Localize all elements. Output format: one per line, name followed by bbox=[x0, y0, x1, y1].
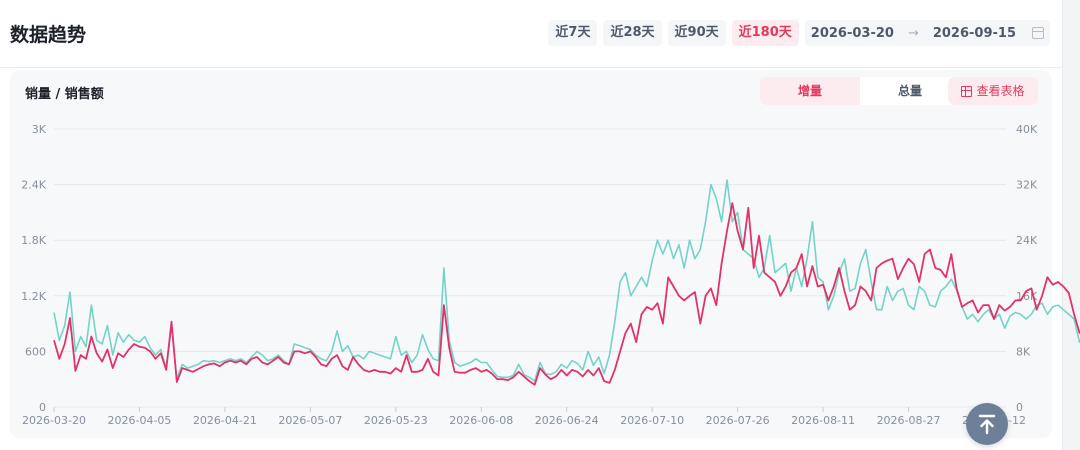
date-toolbar: 近7天 近28天 近90天 近180天 2026-03-20 → 2026-09… bbox=[548, 20, 1050, 46]
x-tick-label: 2026-08-11 bbox=[791, 414, 855, 427]
table-icon bbox=[961, 85, 973, 97]
page-header: 数据趋势 近7天 近28天 近90天 近180天 2026-03-20 → 20… bbox=[0, 0, 1062, 68]
x-tick-label: 2026-04-05 bbox=[107, 414, 171, 427]
y-right-tick-label: 0 bbox=[1016, 401, 1023, 414]
y-left-tick-label: 1.8K bbox=[21, 234, 46, 247]
chart-title: 销量 / 销售额 bbox=[25, 87, 104, 102]
range-180d-button[interactable]: 近180天 bbox=[731, 20, 799, 46]
x-tick-label: 2026-07-10 bbox=[620, 414, 684, 427]
date-start: 2026-03-20 bbox=[810, 25, 894, 41]
date-range-picker[interactable]: 2026-03-20 → 2026-09-15 bbox=[804, 20, 1050, 46]
scrollbar[interactable] bbox=[1062, 0, 1080, 450]
y-left-tick-label: 0 bbox=[39, 401, 46, 414]
view-table-button[interactable]: 查看表格 bbox=[948, 77, 1038, 105]
date-arrow-icon: → bbox=[907, 25, 919, 41]
x-tick-label: 2026-03-20 bbox=[22, 414, 86, 427]
y-right-tick-label: 8K bbox=[1016, 345, 1031, 358]
x-tick-label: 2026-04-21 bbox=[193, 414, 257, 427]
y-left-tick-label: 3K bbox=[32, 123, 47, 136]
x-tick-label: 2026-08-27 bbox=[877, 414, 941, 427]
chart-card: 销量 / 销售额 增量 总量 查看表格 bbox=[10, 70, 1052, 438]
view-table-label: 查看表格 bbox=[976, 84, 1025, 98]
x-tick-label: 2026-05-23 bbox=[364, 414, 428, 427]
series-line-teal bbox=[53, 179, 1080, 382]
range-90d-button[interactable]: 近90天 bbox=[667, 20, 726, 46]
x-tick-label: 2026-05-07 bbox=[278, 414, 342, 427]
y-right-tick-label: 40K bbox=[1016, 123, 1038, 136]
segment-total[interactable]: 总量 bbox=[897, 84, 922, 98]
y-right-tick-label: 32K bbox=[1016, 179, 1038, 192]
y-left-tick-label: 600 bbox=[25, 345, 46, 358]
series-line-pink bbox=[53, 202, 1080, 386]
range-28d-button[interactable]: 近28天 bbox=[603, 20, 662, 46]
page-title: 数据趋势 bbox=[10, 24, 87, 46]
segment-control: 增量 总量 bbox=[760, 77, 960, 105]
segment-increment[interactable]: 增量 bbox=[760, 77, 860, 105]
y-right-tick-label: 24K bbox=[1016, 234, 1038, 247]
calendar-icon[interactable] bbox=[1032, 27, 1044, 39]
back-to-top-button[interactable] bbox=[966, 403, 1008, 445]
y-left-tick-label: 1.2K bbox=[21, 290, 46, 303]
x-tick-label: 2026-07-26 bbox=[706, 414, 770, 427]
range-7d-button[interactable]: 近7天 bbox=[548, 20, 598, 46]
y-left-tick-label: 2.4K bbox=[21, 179, 46, 192]
arrow-up-icon bbox=[978, 414, 996, 435]
x-tick-label: 2026-06-24 bbox=[535, 414, 599, 427]
date-end: 2026-09-15 bbox=[932, 25, 1016, 41]
x-tick-label: 2026-06-08 bbox=[449, 414, 513, 427]
